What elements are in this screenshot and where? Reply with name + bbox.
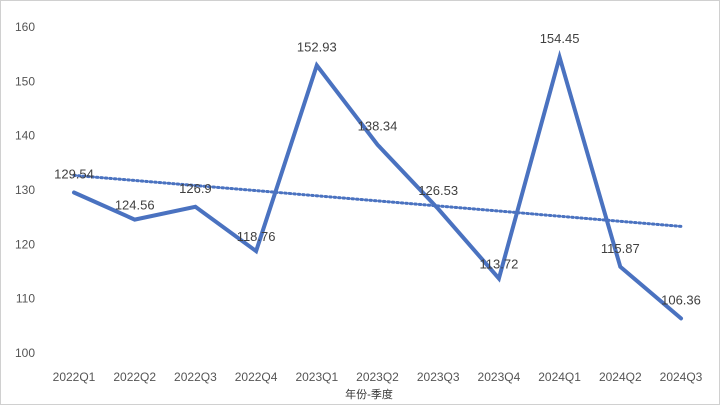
x-tick-label: 2022Q1 bbox=[53, 370, 96, 384]
x-tick-label: 2023Q1 bbox=[295, 370, 338, 384]
y-axis: 100 110 120 130 140 150 160 bbox=[15, 20, 35, 360]
x-tick-label: 2022Q4 bbox=[235, 370, 278, 384]
x-tick-label: 2023Q2 bbox=[356, 370, 399, 384]
x-axis-title: 年份-季度 bbox=[345, 387, 393, 401]
data-label: 152.93 bbox=[297, 39, 337, 54]
data-label: 138.34 bbox=[358, 119, 398, 134]
x-tick-label: 2024Q2 bbox=[599, 370, 642, 384]
data-labels-layer: 129.54 124.56 126.9 118.76 152.93 138.34 126.5… bbox=[54, 31, 701, 307]
data-label: 154.45 bbox=[540, 31, 580, 46]
y-tick-label: 140 bbox=[15, 129, 35, 143]
data-label: 106.36 bbox=[661, 292, 701, 307]
x-tick-label: 2024Q1 bbox=[538, 370, 581, 384]
data-label: 118.76 bbox=[237, 229, 276, 244]
x-tick-label: 2022Q3 bbox=[174, 370, 217, 384]
trendline-layer bbox=[72, 173, 683, 228]
y-tick-label: 150 bbox=[15, 74, 35, 88]
y-tick-label: 110 bbox=[16, 292, 35, 306]
y-tick-label: 130 bbox=[15, 183, 35, 197]
data-label: 115.87 bbox=[601, 241, 640, 256]
y-tick-label: 100 bbox=[15, 346, 35, 360]
y-tick-label: 160 bbox=[15, 20, 35, 34]
x-tick-label: 2022Q2 bbox=[113, 370, 156, 384]
x-tick-label: 2023Q3 bbox=[417, 370, 460, 384]
data-label: 124.56 bbox=[115, 198, 155, 213]
data-label: 129.54 bbox=[54, 166, 94, 181]
y-tick-label: 120 bbox=[15, 237, 35, 251]
data-label: 126.53 bbox=[418, 183, 458, 198]
data-label: 126.9 bbox=[179, 181, 212, 196]
data-label: 113.72 bbox=[480, 256, 519, 271]
trendline bbox=[72, 173, 683, 228]
series-layer bbox=[72, 49, 683, 321]
x-tick-label: 2024Q3 bbox=[660, 370, 703, 384]
series-line bbox=[72, 49, 683, 321]
x-axis: 2022Q1 2022Q2 2022Q3 2022Q4 2023Q1 2023Q2 2023… bbox=[53, 370, 703, 384]
x-tick-label: 2023Q4 bbox=[478, 370, 521, 384]
